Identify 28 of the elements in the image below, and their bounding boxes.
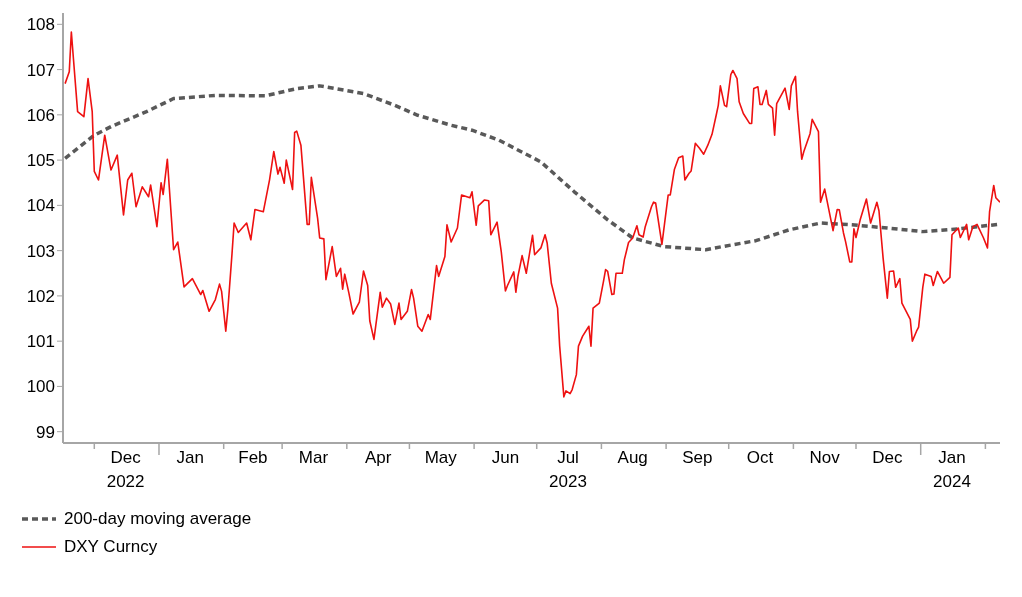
x-tick-label: Jul 2023 <box>549 448 587 491</box>
line-series <box>63 84 1000 252</box>
y-tick-label: 104 <box>26 196 55 216</box>
x-tick-label: Apr <box>364 448 392 467</box>
x-tick-label: Jun <box>491 448 520 467</box>
x-tick-label: Dec <box>872 448 903 467</box>
y-tick-label: 100 <box>26 377 55 397</box>
legend-label: DXY Curncy <box>64 536 158 558</box>
y-tick-label: 101 <box>26 332 55 352</box>
x-tick-label: Sep <box>682 448 713 467</box>
y-tick-label: 102 <box>26 286 55 306</box>
y-tick-label: 103 <box>26 241 55 261</box>
x-tick-label: Feb <box>238 448 268 467</box>
x-tick-label: Dec 2022 <box>106 448 145 491</box>
y-tick-label: 99 <box>36 422 55 442</box>
x-tick-label: Nov <box>809 448 841 467</box>
x-tick-label: May <box>424 448 458 467</box>
line-series <box>64 31 1000 398</box>
y-tick-label: 108 <box>26 15 55 35</box>
x-tick-label: Aug <box>617 448 648 467</box>
x-tick-label: Mar <box>298 448 329 467</box>
x-tick-label: Jan <box>176 448 205 467</box>
y-tick-label: 107 <box>26 60 55 80</box>
x-tick-label: Oct <box>746 448 774 467</box>
legend-label: 200-day moving average <box>64 508 252 530</box>
y-tick-label: 106 <box>26 105 55 125</box>
x-tick-label: Jan 2024 <box>933 448 971 491</box>
y-tick-label: 105 <box>26 151 55 171</box>
